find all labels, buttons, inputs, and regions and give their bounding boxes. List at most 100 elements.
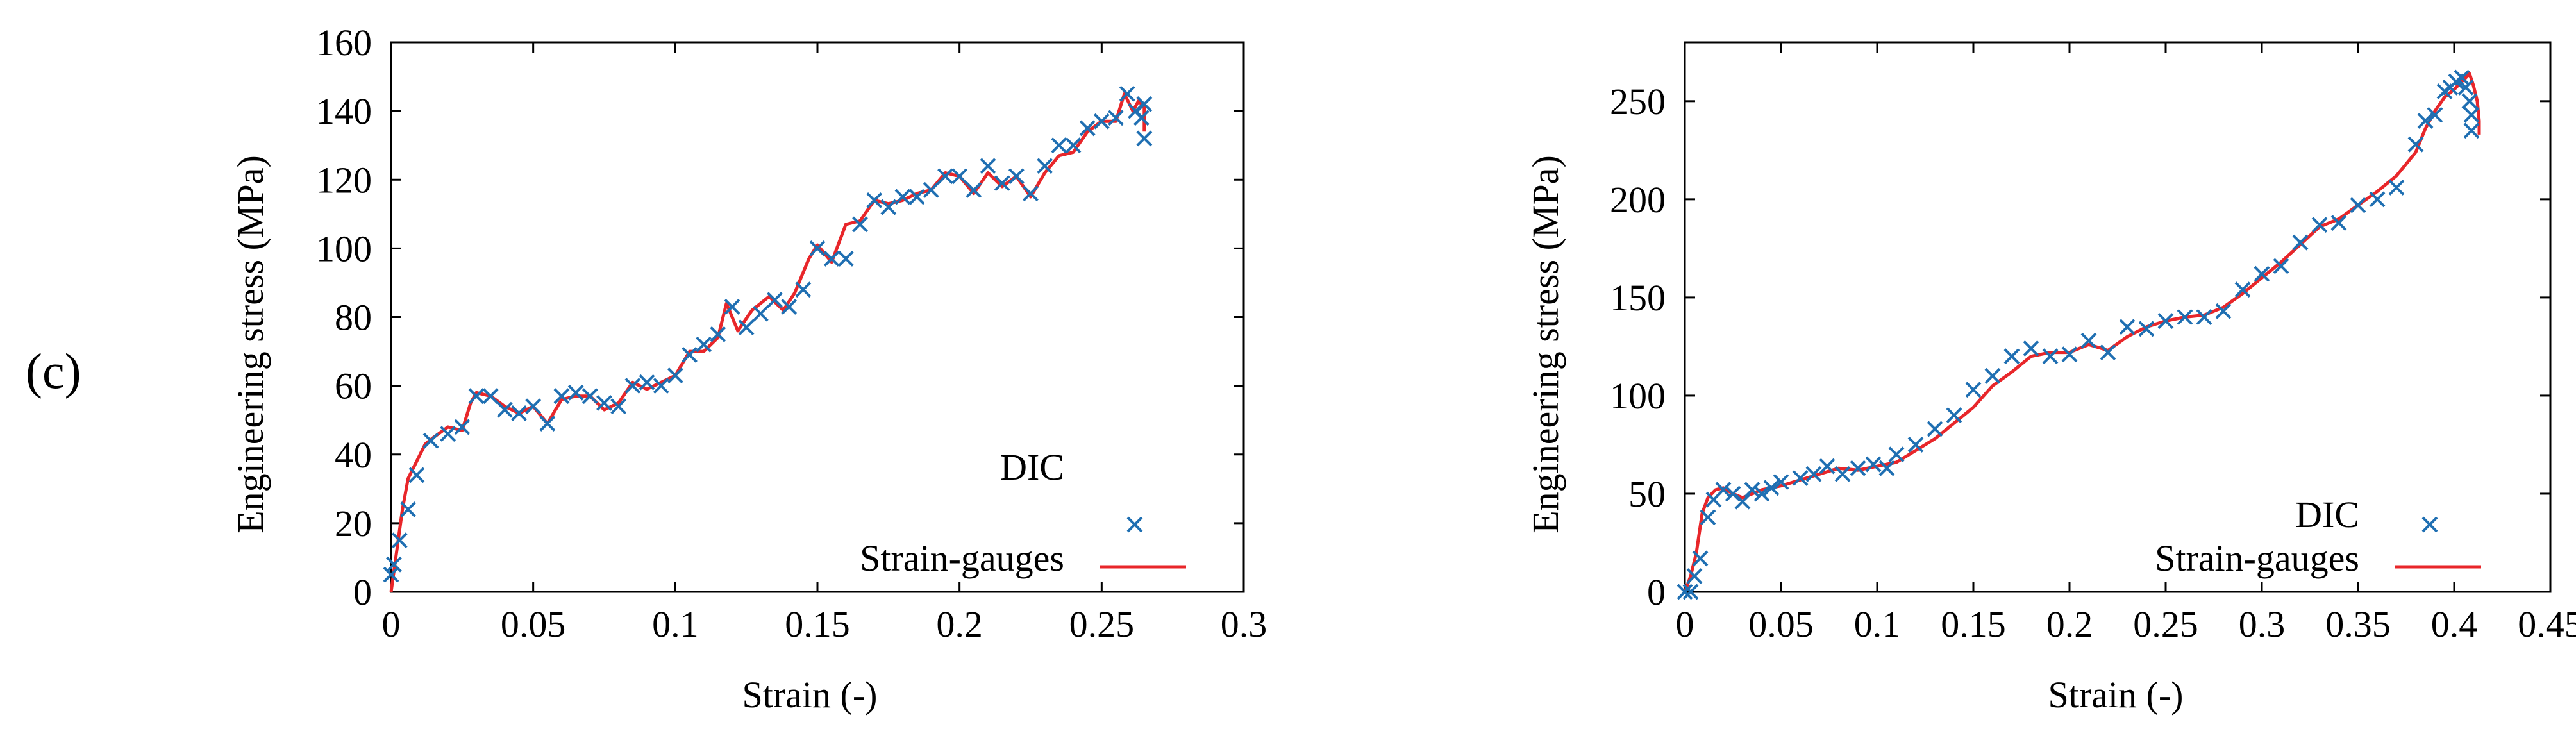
dic-point bbox=[440, 426, 456, 442]
dic-point bbox=[1686, 568, 1703, 584]
x-tick-label: 0.25 bbox=[2133, 603, 2198, 645]
dic-point bbox=[2196, 309, 2212, 325]
x-tick-label: 0.35 bbox=[2325, 603, 2391, 645]
x-tick-label: 0.2 bbox=[936, 603, 983, 645]
y-tick-label: 100 bbox=[316, 228, 372, 269]
dic-point bbox=[781, 299, 798, 315]
dic-point bbox=[2042, 348, 2059, 365]
dic-point bbox=[511, 405, 527, 421]
y-tick-label: 80 bbox=[335, 297, 372, 339]
dic-point bbox=[2215, 303, 2232, 319]
dic-point bbox=[1865, 456, 1882, 473]
dic-point bbox=[809, 240, 826, 256]
dic-point bbox=[468, 388, 485, 405]
dic-point bbox=[1051, 137, 1067, 154]
dic-point bbox=[1700, 509, 1716, 526]
dic-point bbox=[1715, 482, 1732, 498]
dic-point bbox=[2003, 348, 2020, 365]
dic-point bbox=[2119, 319, 2136, 335]
x-tick-label: 0.2 bbox=[2046, 603, 2093, 645]
panel-label: (c) bbox=[26, 343, 81, 399]
y-tick-label: 40 bbox=[335, 434, 372, 476]
legend-dic-marker bbox=[1126, 516, 1143, 533]
dic-point bbox=[596, 394, 612, 411]
y-axis-label: Engineering stress (MPa) bbox=[1525, 155, 1566, 534]
dic-point bbox=[2292, 234, 2309, 251]
dic-point bbox=[2388, 180, 2405, 196]
dic-point bbox=[1878, 460, 1895, 476]
dic-point bbox=[1819, 458, 1836, 475]
dic-point bbox=[1079, 120, 1096, 137]
dic-point bbox=[2234, 281, 2251, 298]
dic-point bbox=[1692, 550, 1709, 567]
dic-point bbox=[567, 384, 584, 401]
dic-point bbox=[400, 501, 417, 517]
dic-point bbox=[894, 189, 911, 205]
dic-point bbox=[1927, 421, 1943, 437]
y-tick-label: 250 bbox=[1610, 81, 1666, 122]
dic-point bbox=[2463, 122, 2480, 139]
dic-point bbox=[1946, 407, 1962, 423]
dic-point bbox=[2417, 113, 2434, 129]
dic-point bbox=[1805, 466, 1822, 482]
dic-point bbox=[752, 305, 769, 322]
dic-point bbox=[2061, 346, 2078, 363]
dic-point bbox=[391, 532, 408, 549]
dic-point bbox=[408, 467, 425, 483]
y-tick-label: 100 bbox=[1610, 375, 1666, 417]
legend-dic-label: DIC bbox=[1000, 446, 1064, 488]
dic-point bbox=[1136, 96, 1153, 112]
dic-point bbox=[951, 168, 968, 185]
dic-point bbox=[1753, 485, 1770, 502]
dic-point bbox=[937, 168, 953, 185]
x-tick-label: 0.3 bbox=[1221, 603, 1267, 645]
x-tick-label: 0.15 bbox=[1941, 603, 2006, 645]
dic-point bbox=[454, 419, 471, 435]
dic-point bbox=[966, 181, 982, 198]
x-tick-label: 0.3 bbox=[2239, 603, 2286, 645]
dic-point bbox=[1093, 113, 1110, 130]
x-tick-label: 0.1 bbox=[652, 603, 699, 645]
dic-point bbox=[639, 374, 655, 391]
x-tick-label: 0.25 bbox=[1069, 603, 1135, 645]
dic-point bbox=[980, 158, 996, 174]
legend-dic-marker bbox=[2421, 516, 2438, 533]
dic-point bbox=[696, 336, 712, 353]
dic-point bbox=[581, 388, 598, 405]
dic-point bbox=[2461, 93, 2478, 110]
dic-point bbox=[1907, 437, 1924, 453]
dic-point bbox=[1792, 470, 1809, 486]
legend-strain-gauges-label: Strain-gauges bbox=[860, 537, 1064, 579]
x-tick-label: 0.05 bbox=[501, 603, 566, 645]
strain-gauges-line bbox=[1683, 72, 2481, 592]
dic-point bbox=[386, 556, 402, 573]
dic-point bbox=[1734, 493, 1751, 510]
y-tick-label: 50 bbox=[1628, 473, 1666, 515]
x-tick-label: 0.4 bbox=[2431, 603, 2478, 645]
dic-point bbox=[1119, 85, 1135, 102]
dic-point bbox=[482, 388, 499, 405]
dic-point bbox=[823, 251, 840, 267]
dic-point bbox=[1008, 168, 1025, 185]
dic-point bbox=[2023, 340, 2039, 357]
y-tick-label: 200 bbox=[1610, 179, 1666, 221]
dic-point bbox=[767, 292, 783, 308]
dic-point bbox=[496, 401, 513, 418]
dic-point bbox=[1763, 480, 1780, 496]
y-tick-label: 160 bbox=[316, 22, 372, 63]
dic-point bbox=[553, 388, 570, 405]
dic-point bbox=[2463, 106, 2480, 123]
dic-point bbox=[1677, 584, 1693, 600]
dic-point bbox=[2080, 332, 2097, 349]
dic-point bbox=[422, 432, 439, 449]
x-tick-label: 0.45 bbox=[2518, 603, 2576, 645]
dic-point bbox=[2177, 309, 2193, 325]
x-axis-label: Strain (-) bbox=[742, 674, 878, 716]
dic-point bbox=[1136, 130, 1153, 147]
dic-point bbox=[1133, 110, 1150, 126]
dic-point bbox=[2311, 217, 2328, 233]
x-tick-label: 0 bbox=[1676, 603, 1694, 645]
